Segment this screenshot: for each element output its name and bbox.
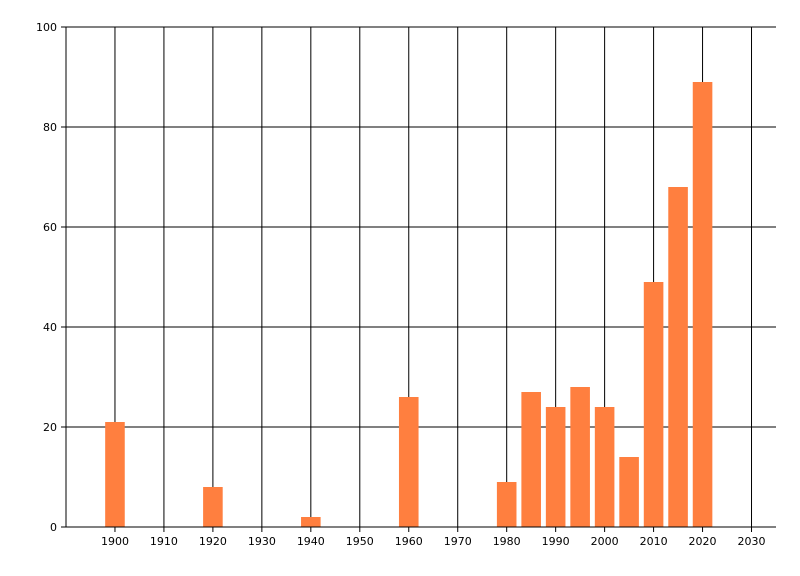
x-tick-label: 1960 [395,535,423,548]
y-tick-label: 20 [43,421,57,434]
y-tick-label: 100 [36,21,57,34]
x-tick-label: 1990 [542,535,570,548]
y-tick-label: 0 [50,521,57,534]
bar [301,517,321,527]
y-tick-label: 80 [43,121,57,134]
bar [398,397,419,527]
bar [496,482,517,527]
x-tick-label: 1910 [150,535,178,548]
x-tick-label: 2020 [689,535,717,548]
bar [692,82,713,527]
bar [521,392,541,527]
bar [105,422,125,527]
bar [545,407,566,527]
x-tick-label: 1900 [101,535,129,548]
bar [619,457,639,527]
x-tick-label: 1940 [297,535,325,548]
x-tick-label: 1920 [199,535,227,548]
x-tick-label: 2010 [640,535,668,548]
x-tick-label: 1970 [444,535,472,548]
bar [570,387,590,527]
x-tick-label: 2000 [591,535,619,548]
bar [643,282,664,527]
bar [594,407,615,527]
x-tick-label: 1980 [493,535,521,548]
x-tick-label: 1930 [248,535,276,548]
x-tick-label: 2030 [738,535,766,548]
bar [668,187,688,527]
x-tick-label: 1950 [346,535,374,548]
bar [203,487,223,527]
y-tick-label: 60 [43,221,57,234]
y-tick-label: 40 [43,321,57,334]
